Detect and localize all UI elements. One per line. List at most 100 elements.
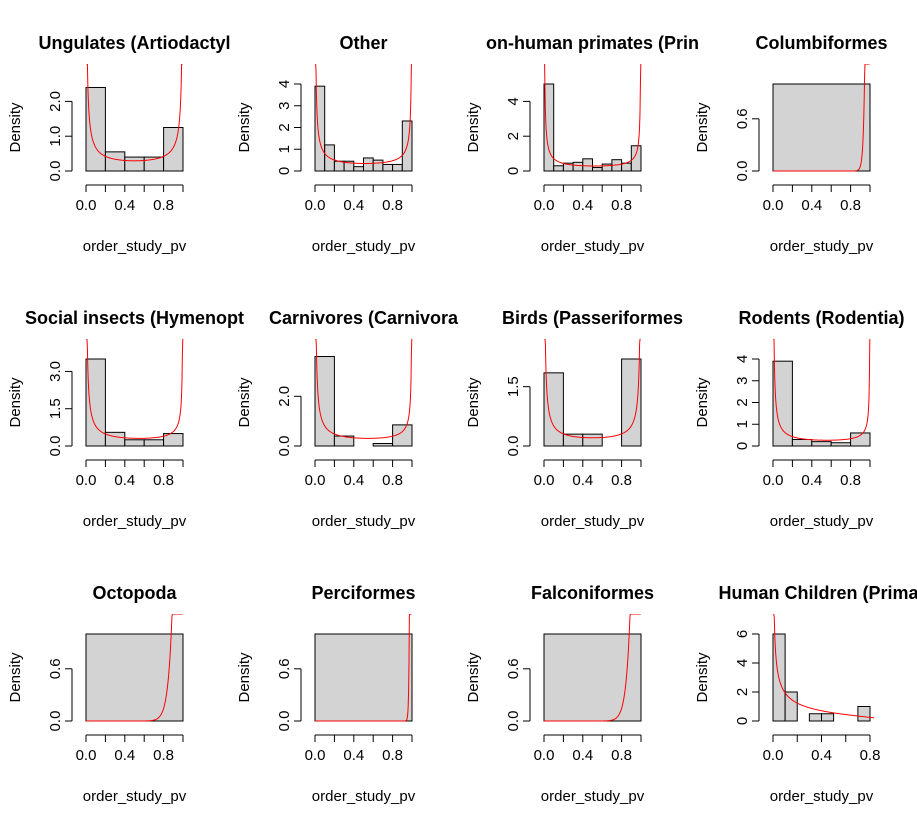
panel-11-x-tick-label: 0.4 xyxy=(811,747,832,764)
panel-6-y-label: Density xyxy=(465,377,482,428)
panel-6-x-label: order_study_pv xyxy=(541,513,645,530)
panel-8-x-tick-label: 0.8 xyxy=(153,747,174,764)
panel-2-y-label: Density xyxy=(465,102,482,153)
panel-2-x-tick-label: 0.8 xyxy=(611,197,632,214)
panel-11-y-tick-label: 2 xyxy=(734,688,751,696)
panel-4-y-tick-label: 0.0 xyxy=(47,436,64,457)
panel-4-x-tick-label: 0.8 xyxy=(153,472,174,489)
panel-10-y-label: Density xyxy=(465,652,482,703)
panel-0-bar xyxy=(124,156,145,172)
panel-3-y-label: Density xyxy=(694,102,711,153)
panel-0-x-label: order_study_pv xyxy=(83,238,187,255)
panel-8-y-label: Density xyxy=(7,652,24,703)
panel-6-y-tick-label: 0.0 xyxy=(505,436,522,457)
panel-3-title: Columbiformes xyxy=(755,33,887,53)
panel-7-y-tick-label: 0 xyxy=(734,442,751,450)
panel-6-bar xyxy=(582,433,603,447)
panel-9-x-label: order_study_pv xyxy=(312,788,416,805)
panel-11-x-tick-label: 0.8 xyxy=(860,747,881,764)
panel-10-x-label: order_study_pv xyxy=(541,788,645,805)
panel-2-bar xyxy=(582,158,593,172)
panel-0-bar xyxy=(85,86,106,172)
panel-1-bar xyxy=(372,159,384,172)
panel-2-y-tick-label: 0 xyxy=(505,167,522,175)
panel-2-bar xyxy=(543,83,555,172)
panel-8-y-tick-label: 0.6 xyxy=(47,658,64,679)
panel-6-x-tick-label: 0.0 xyxy=(534,472,555,489)
panel-2-y-tick-label: 2 xyxy=(505,132,522,140)
panel-4-density-curve xyxy=(86,339,184,439)
panel-1-bar xyxy=(314,85,326,172)
panel-1-title: Other xyxy=(339,33,387,53)
panel-6-bar xyxy=(543,372,564,447)
panel-7-x-tick-label: 0.0 xyxy=(763,472,784,489)
panel-11-y-tick-label: 4 xyxy=(734,659,751,667)
panel-0-x-tick-label: 0.4 xyxy=(114,197,135,214)
panel-11-density-curve xyxy=(773,614,874,719)
panel-11-y-tick-label: 6 xyxy=(734,630,751,638)
panel-11-y-tick-label: 0 xyxy=(734,717,751,725)
panel-2-bar xyxy=(572,161,584,172)
panel-10-x-tick-label: 0.4 xyxy=(572,747,593,764)
panel-10-title: Falconiformes xyxy=(531,583,654,603)
panel-8-x-label: order_study_pv xyxy=(83,788,187,805)
panel-1-bar xyxy=(363,157,374,172)
panel-3-y-tick-label: 0.6 xyxy=(734,108,751,129)
panel-11-title: Human Children (Primat xyxy=(718,583,917,603)
panel-1-x-tick-label: 0.4 xyxy=(343,197,364,214)
panel-5-x-label: order_study_pv xyxy=(312,513,416,530)
panel-10-x-tick-label: 0.0 xyxy=(534,747,555,764)
panel-3-x-tick-label: 0.0 xyxy=(763,197,784,214)
panel-9-y-tick-label: 0.0 xyxy=(276,711,293,732)
panel-0-bar xyxy=(104,151,126,172)
panel-1-bar xyxy=(343,160,355,172)
panel-7-bar xyxy=(830,442,852,447)
panel-1-y-tick-label: 3 xyxy=(276,102,293,110)
panel-5-bar xyxy=(314,356,335,447)
panel-8-density-curve xyxy=(86,614,183,722)
panel-1-y-tick-label: 4 xyxy=(276,80,293,88)
panel-5-y-tick-label: 2.0 xyxy=(276,386,293,407)
panel-1-y-tick-label: 2 xyxy=(276,123,293,131)
panel-9-x-tick-label: 0.0 xyxy=(305,747,326,764)
panel-7-x-label: order_study_pv xyxy=(770,513,874,530)
panel-7-x-tick-label: 0.8 xyxy=(840,472,861,489)
panel-4-x-tick-label: 0.4 xyxy=(114,472,135,489)
panel-8-y-tick-label: 0.0 xyxy=(47,711,64,732)
panel-7-y-tick-label: 3 xyxy=(734,377,751,385)
panel-4-y-label: Density xyxy=(7,377,24,428)
panel-7-y-tick-label: 1 xyxy=(734,420,751,428)
panel-3-x-tick-label: 0.4 xyxy=(801,197,822,214)
panel-4-bar xyxy=(143,439,165,447)
panel-3-y-tick-label: 0.0 xyxy=(734,161,751,182)
panel-3-x-tick-label: 0.8 xyxy=(840,197,861,214)
panel-10-bar xyxy=(543,633,642,722)
panel-0-y-tick-label: 0.0 xyxy=(47,161,64,182)
panel-2-bar xyxy=(592,167,603,172)
panel-8-title: Octopoda xyxy=(93,583,178,603)
panel-7-bar xyxy=(772,360,793,447)
panel-9-y-label: Density xyxy=(236,652,253,703)
panel-7-density-curve xyxy=(773,339,871,441)
panel-7-y-tick-label: 4 xyxy=(734,355,751,363)
panel-4-bar xyxy=(85,358,106,447)
panel-0-y-label: Density xyxy=(7,102,24,153)
panel-6-bar xyxy=(562,433,584,447)
panel-5-bar xyxy=(392,424,413,447)
panel-3-density-curve xyxy=(773,64,870,172)
panel-1-y-label: Density xyxy=(236,102,253,153)
panel-2-density-curve xyxy=(544,64,642,167)
panel-11-bar xyxy=(808,713,822,722)
panel-6-title: Birds (Passeriformes xyxy=(502,308,683,328)
panel-6-bar xyxy=(621,358,642,447)
panel-2-bar xyxy=(621,162,632,172)
panel-2-x-tick-label: 0.0 xyxy=(534,197,555,214)
panel-5-bar xyxy=(372,443,394,447)
panel-1-y-tick-label: 1 xyxy=(276,145,293,153)
panel-2-bar xyxy=(553,165,564,172)
panel-7-bar xyxy=(791,438,813,447)
panel-1-x-tick-label: 0.0 xyxy=(305,197,326,214)
panel-11-x-label: order_study_pv xyxy=(770,788,874,805)
panel-7-y-tick-label: 2 xyxy=(734,398,751,406)
